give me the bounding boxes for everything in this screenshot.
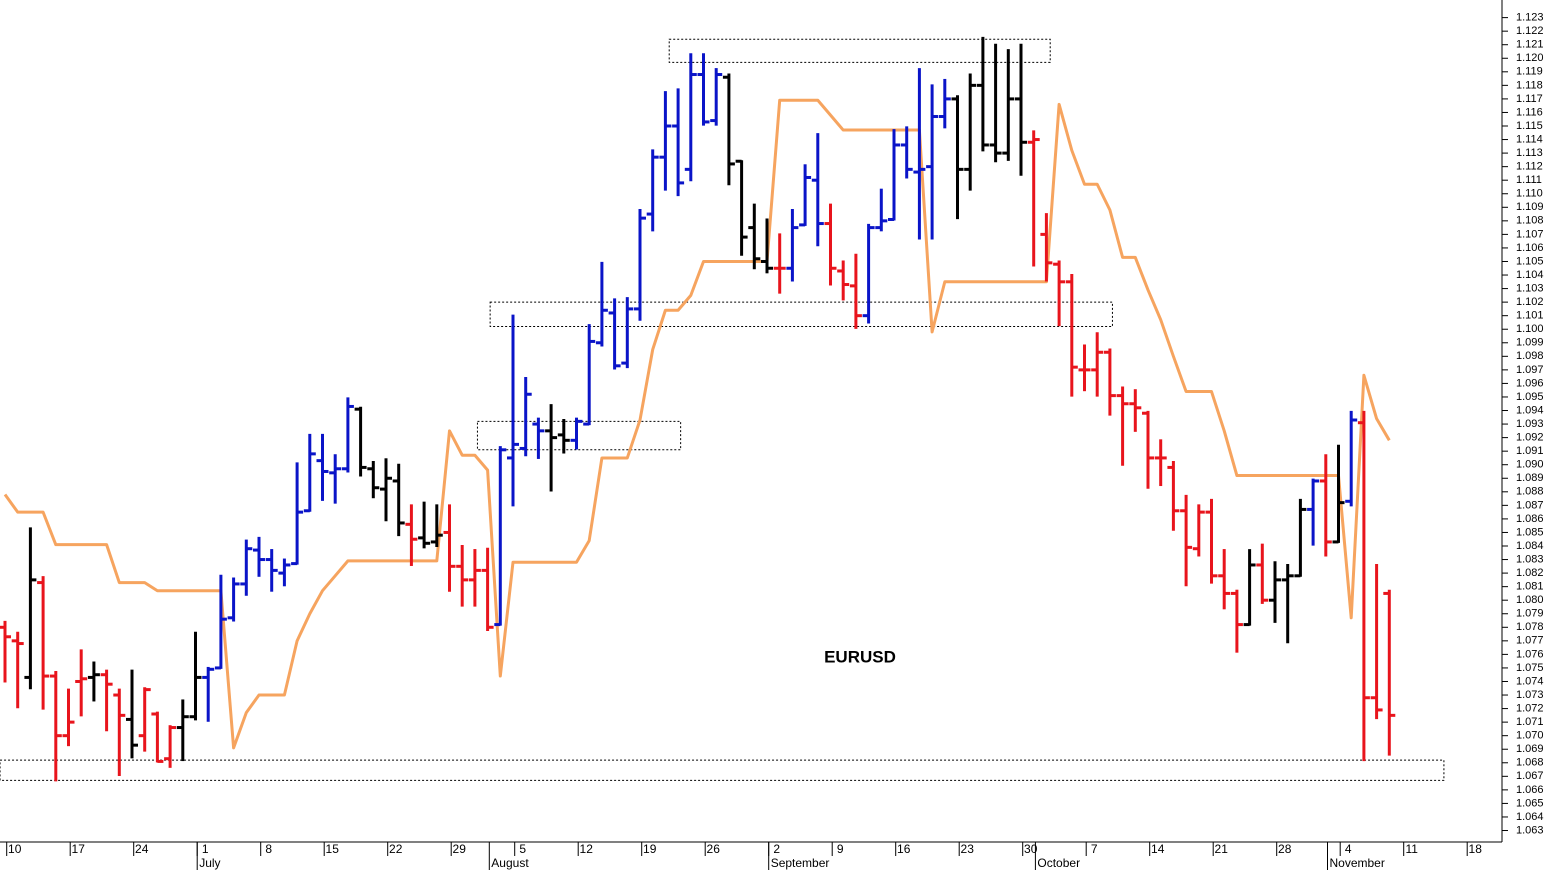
y-tick-label: 1.077 [1516, 635, 1544, 647]
y-tick-label: 1.097 [1516, 364, 1544, 376]
y-tick-label: 1.074 [1516, 675, 1544, 687]
x-tick-label: 18 [1469, 842, 1483, 856]
x-tick-label: 2 [773, 842, 780, 856]
x-tick-label: 22 [389, 842, 403, 856]
x-tick-label: 8 [265, 842, 272, 856]
x-tick-label: 16 [897, 842, 911, 856]
y-tick-label: 1.075 [1516, 662, 1544, 674]
x-tick-label: 1 [202, 842, 209, 856]
x-tick-label: 14 [1151, 842, 1165, 856]
y-tick-label: 1.076 [1516, 648, 1544, 660]
y-tick-label: 1.084 [1516, 540, 1544, 552]
y-tick-label: 1.103 [1516, 282, 1544, 294]
month-label: November [1330, 856, 1385, 870]
y-tick-label: 1.118 [1516, 79, 1543, 91]
y-tick-label: 1.106 [1516, 242, 1544, 254]
month-label: August [491, 856, 529, 870]
y-tick-label: 1.115 [1516, 120, 1543, 132]
y-tick-label: 1.122 [1516, 25, 1544, 37]
y-tick-label: 1.087 [1516, 499, 1544, 511]
y-tick-label: 1.083 [1516, 553, 1544, 565]
y-tick-label: 1.067 [1516, 770, 1544, 782]
y-tick-label: 1.066 [1516, 784, 1544, 796]
y-tick-label: 1.109 [1516, 201, 1544, 213]
y-tick-label: 1.093 [1516, 418, 1544, 430]
price-zone [489, 301, 1113, 328]
y-tick-label: 1.095 [1516, 391, 1544, 403]
x-tick-label: 11 [1405, 842, 1418, 856]
trailing-line [3, 98, 1391, 750]
y-tick-label: 1.110 [1516, 188, 1543, 200]
x-tick-label: 5 [519, 842, 526, 856]
y-tick-label: 1.082 [1516, 567, 1544, 579]
y-tick-label: 1.089 [1516, 472, 1544, 484]
x-tick-label: 10 [8, 842, 22, 856]
price-zone [0, 759, 1445, 781]
y-tick-label: 1.119 [1516, 66, 1543, 78]
y-tick-label: 1.090 [1516, 459, 1544, 471]
month-label: October [1037, 856, 1080, 870]
y-tick-label: 1.092 [1516, 432, 1544, 444]
y-tick-label: 1.065 [1516, 797, 1544, 809]
y-tick-label: 1.120 [1516, 52, 1544, 64]
month-label: July [199, 856, 220, 870]
y-tick-label: 1.063 [1516, 824, 1544, 836]
y-tick-label: 1.086 [1516, 513, 1544, 525]
x-tick-label: 7 [1091, 842, 1098, 856]
y-tick-label: 1.107 [1516, 228, 1544, 240]
y-tick-label: 1.099 [1516, 337, 1544, 349]
y-tick-label: 1.104 [1516, 269, 1544, 281]
y-tick-label: 1.068 [1516, 757, 1544, 769]
y-tick-label: 1.121 [1516, 39, 1544, 51]
x-tick-label: 9 [837, 842, 844, 856]
y-tick-label: 1.098 [1516, 350, 1544, 362]
price-zone [668, 38, 1051, 63]
x-tick-label: 23 [961, 842, 975, 856]
y-tick-label: 1.079 [1516, 608, 1544, 620]
x-tick-label: 17 [72, 842, 86, 856]
month-label: September [771, 856, 830, 870]
y-tick-label: 1.080 [1516, 594, 1544, 606]
x-tick-label: 30 [1024, 842, 1038, 856]
y-tick-label: 1.108 [1516, 215, 1544, 227]
y-tick-label: 1.088 [1516, 486, 1544, 498]
y-tick-label: 1.114 [1516, 133, 1543, 145]
plot-area [0, 36, 1445, 782]
y-tick-label: 1.091 [1516, 445, 1544, 457]
y-tick-label: 1.073 [1516, 689, 1544, 701]
y-tick-label: 1.096 [1516, 377, 1544, 389]
y-tick-label: 1.113 [1516, 147, 1543, 159]
x-tick-label: 21 [1215, 842, 1229, 856]
y-tick-label: 1.105 [1516, 255, 1544, 267]
y-tick-label: 1.081 [1516, 581, 1544, 593]
x-tick-label: 29 [453, 842, 467, 856]
x-tick-label: 12 [580, 842, 594, 856]
y-tick-label: 1.094 [1516, 404, 1544, 416]
x-tick-label: 15 [326, 842, 340, 856]
y-tick-label: 1.111 [1516, 174, 1542, 186]
x-tick-label: 4 [1345, 842, 1352, 856]
y-tick-label: 1.100 [1516, 323, 1544, 335]
y-tick-label: 1.101 [1516, 310, 1544, 322]
x-tick-label: 28 [1278, 842, 1292, 856]
y-tick-label: 1.085 [1516, 526, 1544, 538]
y-tick-label: 1.072 [1516, 702, 1544, 714]
y-tick-label: 1.078 [1516, 621, 1544, 633]
chart-title: EURUSD [824, 647, 896, 666]
y-tick-label: 1.102 [1516, 296, 1544, 308]
y-tick-label: 1.069 [1516, 743, 1544, 755]
y-tick-label: 1.116 [1516, 106, 1543, 118]
y-tick-label: 1.112 [1516, 161, 1543, 173]
y-tick-label: 1.123 [1516, 12, 1544, 24]
y-tick-label: 1.071 [1516, 716, 1544, 728]
y-tick-label: 1.070 [1516, 730, 1544, 742]
x-tick-label: 19 [643, 842, 657, 856]
y-tick-label: 1.117 [1516, 93, 1543, 105]
x-tick-label: 24 [135, 842, 149, 856]
x-tick-label: 26 [707, 842, 721, 856]
y-tick-label: 1.064 [1516, 811, 1544, 823]
